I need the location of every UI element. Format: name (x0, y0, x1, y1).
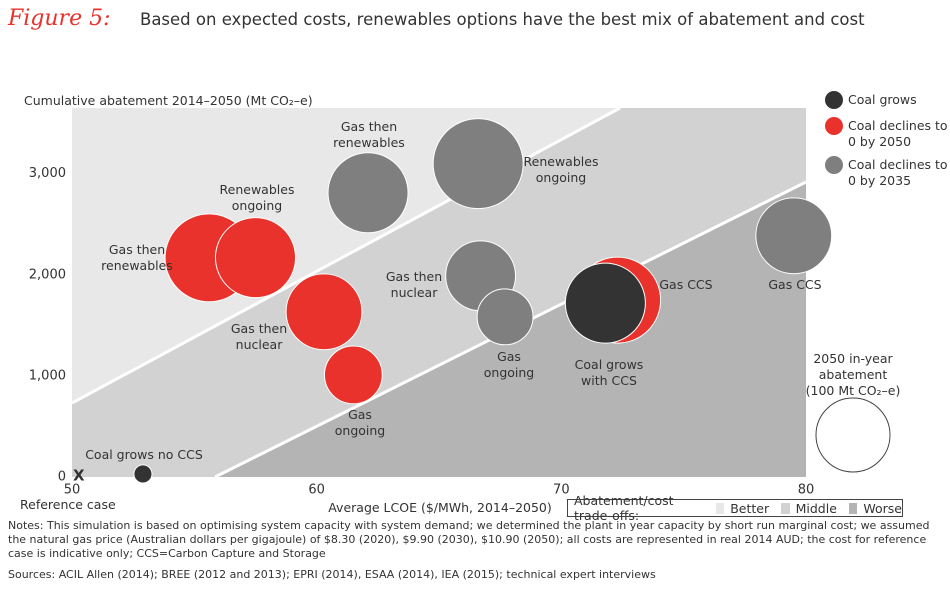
bubble (323, 345, 383, 405)
tradeoff-title: Abatement/cost trade-offs: (574, 493, 674, 523)
y-tick-label: 3,000 (29, 166, 66, 181)
tradeoff-legend: Abatement/cost trade-offs: Better Middle… (567, 493, 903, 523)
bubble-label: Gas ongoing (334, 407, 386, 438)
y-tick-label: 2,000 (29, 267, 66, 282)
bubble (133, 464, 153, 484)
bubble (476, 288, 534, 346)
bubble-label: Gas then renewables (101, 242, 173, 273)
bubble-label: Coal grows with CCS (574, 357, 644, 388)
bubble (327, 152, 409, 234)
swatch (848, 502, 858, 514)
x-tick-label: 50 (64, 483, 81, 498)
bubble (285, 273, 363, 351)
tradeoff-item: Middle (795, 500, 837, 516)
x-tick-label: 60 (308, 483, 325, 498)
y-axis-title: Cumulative abatement 2014–2050 (Mt CO₂–e… (24, 93, 313, 108)
x-tick-label: 70 (553, 483, 570, 498)
divider-line (71, 106, 621, 405)
legend-swatch (825, 117, 843, 135)
y-tick-label: 0 (58, 470, 66, 485)
legend-swatch (825, 91, 843, 109)
bubble (214, 217, 297, 299)
sources: Sources: ACIL Allen (2014); BREE (2012 a… (8, 568, 656, 581)
bubble-label: Gas then renewables (333, 119, 405, 150)
legend-label: Coal grows (848, 92, 917, 107)
figure-label: Figure 5: (8, 6, 111, 31)
reference-case-label: Reference case (20, 497, 116, 512)
bubble-label: Gas then nuclear (230, 321, 288, 352)
bubble-label: Gas ongoing (483, 349, 535, 380)
bubble (564, 262, 646, 344)
bubble-label: Coal grows no CCS (85, 447, 203, 462)
bubble-label: Gas then nuclear (385, 269, 443, 300)
x-tick-label: 80 (798, 483, 815, 498)
swatch (715, 502, 725, 514)
size-legend: 2050 in-year abatement (100 Mt CO₂–e) (805, 351, 902, 399)
size-legend-title: 2050 in-year abatement (813, 351, 893, 382)
swatch (781, 502, 790, 514)
legend-swatch (825, 156, 843, 174)
tradeoff-item: Better (730, 500, 770, 516)
bubble-label: Gas CCS (659, 277, 713, 292)
legend-label: Coal declines to 0 by 2050 (848, 118, 948, 149)
chart-title: Based on expected costs, renewables opti… (140, 10, 865, 29)
bubble-label: Renewables ongoing (219, 182, 295, 213)
size-legend-label: (100 Mt CO₂–e) (805, 383, 901, 398)
bubble-label: Gas CCS (768, 277, 822, 292)
bubble-label: Renewables ongoing (523, 154, 599, 185)
legend-label: Coal declines to 0 by 2035 (848, 157, 948, 188)
tradeoff-item: Worse (863, 500, 902, 516)
y-tick-label: 1,000 (29, 368, 66, 383)
x-axis-title: Average LCOE ($/MWh, 2014–2050) (328, 500, 552, 515)
size-legend-circle (815, 397, 891, 473)
bubble (432, 118, 524, 210)
bubble (755, 197, 833, 275)
band-middle (72, 108, 806, 477)
reference-marker: X (73, 467, 85, 485)
notes: Notes: This simulation is based on optim… (8, 519, 930, 560)
